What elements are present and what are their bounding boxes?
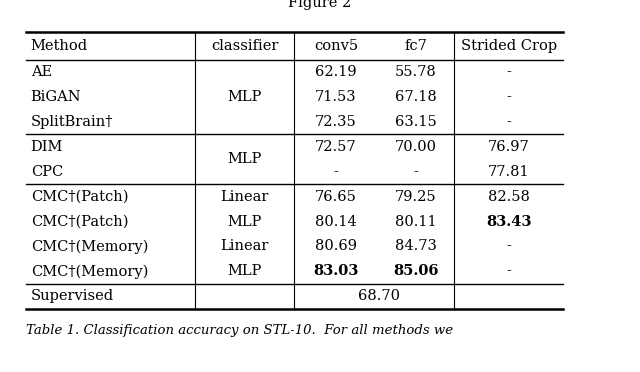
Text: BiGAN: BiGAN <box>31 90 81 104</box>
Text: 83.43: 83.43 <box>486 215 532 228</box>
Text: Method: Method <box>31 39 88 52</box>
Text: 76.65: 76.65 <box>315 190 357 203</box>
Text: Table 1. Classification accuracy on STL-10.  For all methods we: Table 1. Classification accuracy on STL-… <box>26 324 452 337</box>
Text: 63.15: 63.15 <box>395 115 437 129</box>
Text: Figure 2: Figure 2 <box>289 0 351 10</box>
Text: -: - <box>506 264 511 278</box>
Text: Linear: Linear <box>221 240 269 253</box>
Text: -: - <box>506 90 511 104</box>
Text: MLP: MLP <box>228 90 262 104</box>
Text: 67.18: 67.18 <box>395 90 437 104</box>
Text: 79.25: 79.25 <box>395 190 437 203</box>
Text: 76.97: 76.97 <box>488 140 530 154</box>
Text: CMC†(Patch): CMC†(Patch) <box>31 190 128 203</box>
Text: -: - <box>506 240 511 253</box>
Text: 84.73: 84.73 <box>395 240 437 253</box>
Text: 80.11: 80.11 <box>395 215 437 228</box>
Text: CMC†(Patch): CMC†(Patch) <box>31 215 128 228</box>
Text: 85.06: 85.06 <box>393 264 439 278</box>
Text: fc7: fc7 <box>404 39 428 52</box>
Text: 82.58: 82.58 <box>488 190 530 203</box>
Text: MLP: MLP <box>228 264 262 278</box>
Text: MLP: MLP <box>228 152 262 166</box>
Text: 72.35: 72.35 <box>315 115 357 129</box>
Text: 77.81: 77.81 <box>488 165 530 179</box>
Text: CPC: CPC <box>31 165 63 179</box>
Text: -: - <box>413 165 419 179</box>
Text: 55.78: 55.78 <box>395 65 437 79</box>
Text: 68.70: 68.70 <box>358 289 400 303</box>
Text: 72.57: 72.57 <box>315 140 357 154</box>
Text: CMC†(Memory): CMC†(Memory) <box>31 264 148 279</box>
Text: Strided Crop: Strided Crop <box>461 39 557 52</box>
Text: SplitBrain†: SplitBrain† <box>31 115 113 129</box>
Text: conv5: conv5 <box>314 39 358 52</box>
Text: -: - <box>333 165 339 179</box>
Text: Linear: Linear <box>221 190 269 203</box>
Text: 71.53: 71.53 <box>315 90 357 104</box>
Text: Supervised: Supervised <box>31 289 114 303</box>
Text: DIM: DIM <box>31 140 63 154</box>
Text: 83.03: 83.03 <box>314 264 358 278</box>
Text: -: - <box>506 65 511 79</box>
Text: AE: AE <box>31 65 52 79</box>
Text: -: - <box>506 115 511 129</box>
Text: 70.00: 70.00 <box>395 140 437 154</box>
Text: CMC†(Memory): CMC†(Memory) <box>31 239 148 254</box>
Text: classifier: classifier <box>211 39 278 52</box>
Text: MLP: MLP <box>228 215 262 228</box>
Text: 80.69: 80.69 <box>315 240 357 253</box>
Text: 62.19: 62.19 <box>315 65 357 79</box>
Text: 80.14: 80.14 <box>315 215 357 228</box>
